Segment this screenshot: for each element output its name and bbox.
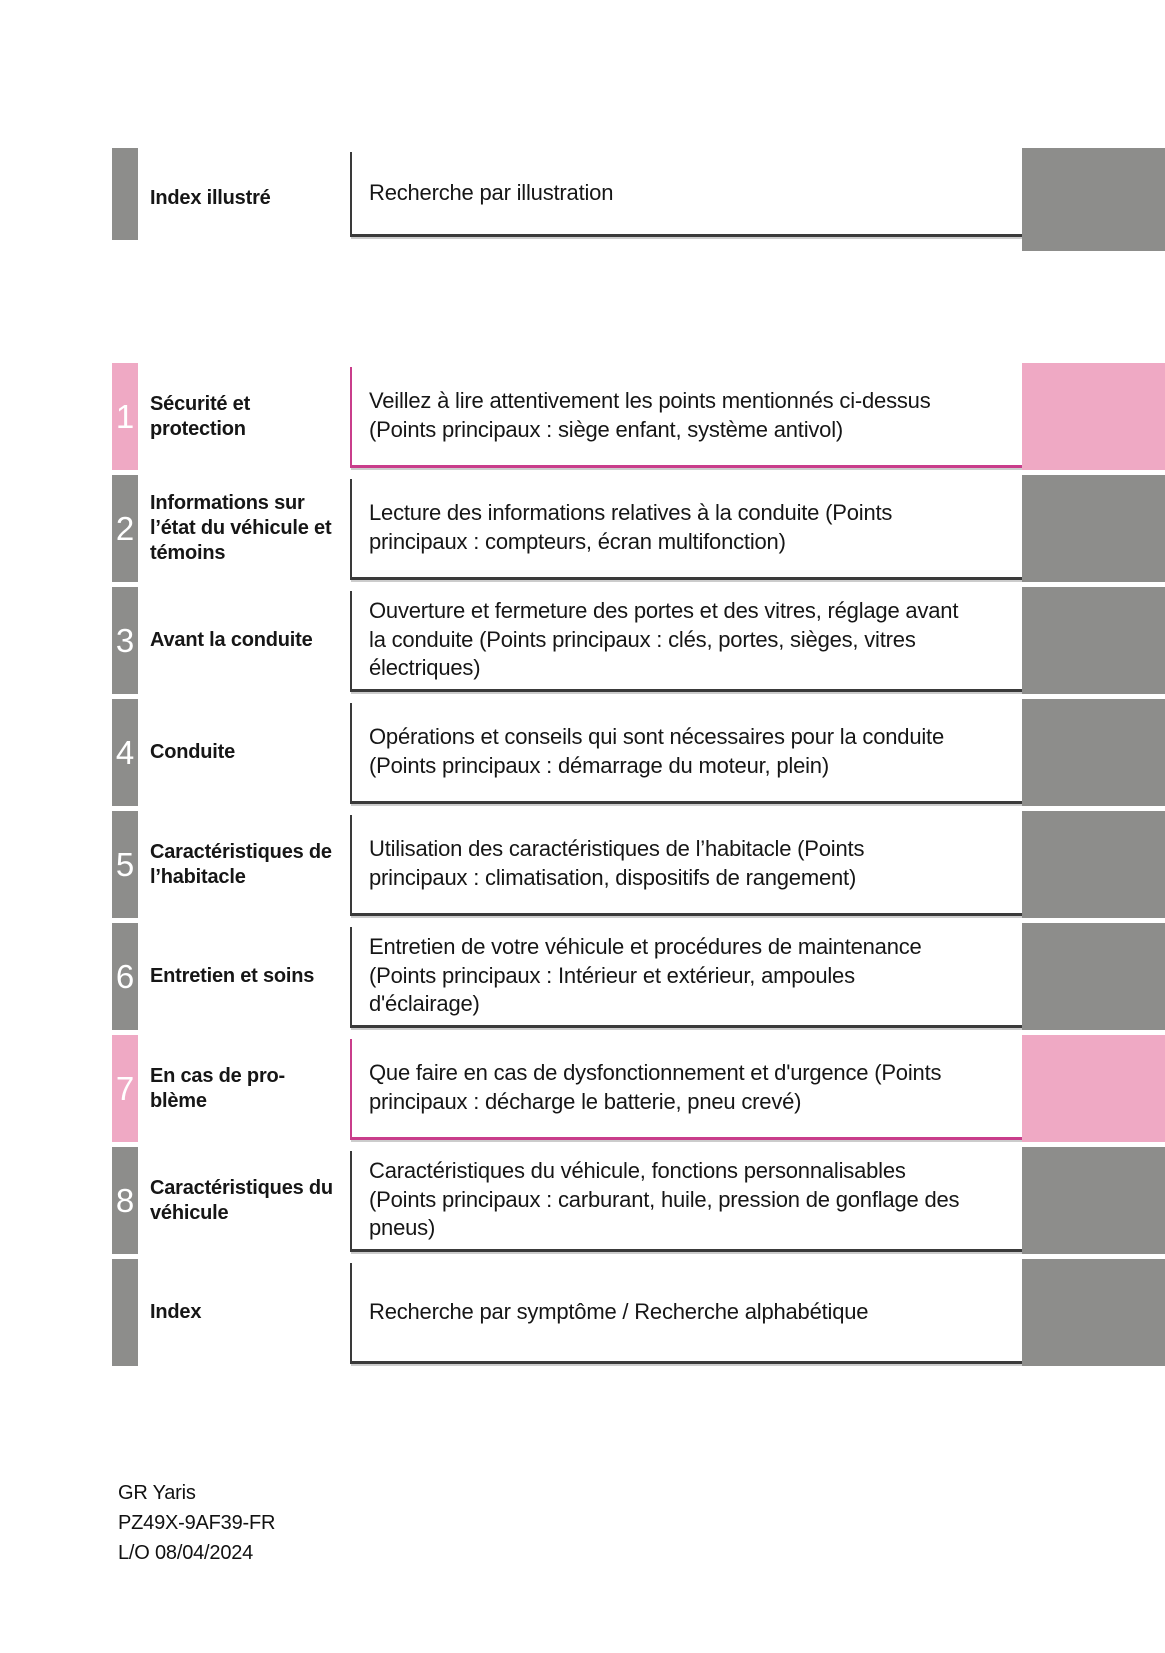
section-number-bar: 1 — [112, 363, 138, 470]
toc-row-section-7: 7 En cas de pro- blème Que faire en cas … — [112, 1035, 1165, 1142]
page-edge-tab — [1022, 475, 1165, 582]
section-number: 1 — [115, 397, 135, 435]
section-title: Index — [150, 1301, 202, 1323]
section-description-box: Veillez à lire attentivement les points … — [350, 367, 1022, 468]
page-edge-tab — [1022, 148, 1165, 251]
section-title: Caractéristiques du véhicule — [150, 1176, 333, 1224]
section-description: Entretien de votre véhicule et procédure… — [369, 934, 922, 1017]
section-description-box: Que faire en cas de dysfonctionnement et… — [350, 1039, 1022, 1140]
section-description: Caractéristiques du véhicule, fonctions … — [369, 1158, 960, 1241]
section-number: 7 — [115, 1069, 135, 1107]
page-edge-tab — [1022, 811, 1165, 918]
section-description-box: Recherche par illustration — [350, 152, 1022, 237]
section-title: Index illustré — [150, 186, 271, 209]
toc-row-section-2: 2 Informations sur l’état du véhicule et… — [112, 475, 1165, 582]
section-description-box: Entretien de votre véhicule et procédure… — [350, 927, 1022, 1028]
section-title: Entretien et soins — [150, 965, 315, 987]
toc-row-section-3: 3 Avant la conduite Ouverture et fermetu… — [112, 587, 1165, 694]
toc-row-index-illustre: Index illustré Recherche par illustratio… — [112, 148, 1165, 251]
section-description: Recherche par illustration — [369, 179, 614, 205]
toc-row-section-5: 5 Caractéristiques de l’habitacle Utilis… — [112, 811, 1165, 918]
toc-row-section-6: 6 Entretien et soins Entretien de votre … — [112, 923, 1165, 1030]
section-number-bar — [112, 1259, 138, 1366]
table-of-contents: Index illustré Recherche par illustratio… — [112, 148, 1165, 1371]
section-title: Avant la conduite — [150, 629, 313, 651]
toc-row-section-8: 8 Caractéristiques du véhicule Caractéri… — [112, 1147, 1165, 1254]
section-description: Que faire en cas de dysfonctionnement et… — [369, 1060, 942, 1114]
section-number-bar — [112, 148, 138, 240]
page-edge-tab — [1022, 1147, 1165, 1254]
section-number: 8 — [115, 1181, 135, 1219]
section-title: Sécurité et protection — [150, 392, 251, 440]
section-description: Ouverture et fermeture des portes et des… — [369, 598, 959, 681]
section-title: En cas de pro- blème — [150, 1064, 286, 1112]
section-description: Opérations et conseils qui sont nécessai… — [369, 724, 945, 778]
section-description-box: Recherche par symptôme / Recherche alpha… — [350, 1263, 1022, 1364]
layout-date: L/O 08/04/2024 — [118, 1542, 254, 1564]
section-number-bar: 7 — [112, 1035, 138, 1142]
section-number-bar: 3 — [112, 587, 138, 694]
section-title: Informations sur l’état du véhicule et t… — [150, 492, 332, 564]
section-description-box: Opérations et conseils qui sont nécessai… — [350, 703, 1022, 804]
section-description-box: Utilisation des caractéristiques de l’ha… — [350, 815, 1022, 916]
page-edge-tab — [1022, 699, 1165, 806]
page-edge-tab — [1022, 1035, 1165, 1142]
section-title: Caractéristiques de l’habitacle — [150, 840, 332, 888]
section-number: 3 — [115, 621, 135, 659]
page-edge-tab — [1022, 1259, 1165, 1366]
toc-row-section-4: 4 Conduite Opérations et conseils qui so… — [112, 699, 1165, 806]
section-number: 2 — [115, 509, 135, 547]
toc-row-section-1: 1 Sécurité et protection Veillez à lire … — [112, 363, 1165, 470]
model-name: GR Yaris — [118, 1482, 196, 1504]
section-number-bar: 4 — [112, 699, 138, 806]
page-edge-tab — [1022, 923, 1165, 1030]
section-number-bar: 2 — [112, 475, 138, 582]
page-edge-tab — [1022, 587, 1165, 694]
section-description-box: Caractéristiques du véhicule, fonctions … — [350, 1151, 1022, 1252]
section-description: Veillez à lire attentivement les points … — [369, 388, 931, 442]
section-number: 6 — [115, 957, 135, 995]
section-number-bar: 8 — [112, 1147, 138, 1254]
section-description: Lecture des informations relatives à la … — [369, 500, 893, 554]
section-number-bar: 6 — [112, 923, 138, 1030]
section-description: Recherche par symptôme / Recherche alpha… — [369, 1298, 869, 1324]
section-title: Conduite — [150, 741, 236, 763]
section-description: Utilisation des caractéristiques de l’ha… — [369, 836, 865, 890]
section-description-box: Lecture des informations relatives à la … — [350, 479, 1022, 580]
section-number: 4 — [115, 733, 135, 771]
section-number-bar: 5 — [112, 811, 138, 918]
page-footer: GR Yaris PZ49X-9AF39-FR L/O 08/04/2024 — [118, 1478, 275, 1568]
toc-row-index: Index Recherche par symptôme / Recherche… — [112, 1259, 1165, 1366]
page-edge-tab — [1022, 363, 1165, 470]
part-number: PZ49X-9AF39-FR — [118, 1512, 276, 1534]
section-description-box: Ouverture et fermeture des portes et des… — [350, 591, 1022, 692]
section-number: 5 — [115, 845, 135, 883]
